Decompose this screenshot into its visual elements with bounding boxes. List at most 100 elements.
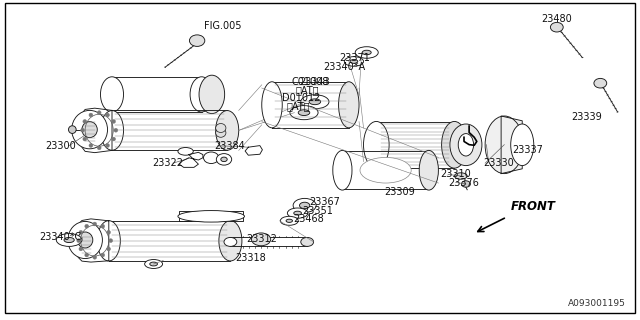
- Ellipse shape: [364, 122, 389, 168]
- Polygon shape: [501, 116, 522, 173]
- Ellipse shape: [68, 126, 76, 133]
- Ellipse shape: [83, 120, 86, 124]
- Ellipse shape: [362, 50, 371, 55]
- Ellipse shape: [56, 234, 82, 246]
- Text: A093001195: A093001195: [568, 299, 626, 308]
- Ellipse shape: [150, 262, 157, 266]
- Ellipse shape: [93, 222, 97, 226]
- Ellipse shape: [355, 47, 378, 58]
- Ellipse shape: [89, 144, 93, 148]
- Ellipse shape: [594, 78, 607, 88]
- Ellipse shape: [262, 82, 282, 128]
- Ellipse shape: [350, 60, 358, 63]
- Ellipse shape: [178, 211, 244, 222]
- Ellipse shape: [145, 260, 163, 268]
- Ellipse shape: [286, 219, 292, 222]
- Ellipse shape: [450, 124, 482, 166]
- Text: 23318: 23318: [236, 252, 266, 263]
- Text: 23480: 23480: [541, 14, 572, 24]
- Ellipse shape: [101, 253, 105, 257]
- Ellipse shape: [97, 221, 120, 261]
- Text: 23300: 23300: [45, 140, 76, 151]
- Ellipse shape: [309, 99, 321, 105]
- Ellipse shape: [333, 150, 352, 190]
- Ellipse shape: [68, 221, 102, 259]
- Ellipse shape: [216, 128, 226, 137]
- Ellipse shape: [72, 110, 108, 149]
- Ellipse shape: [204, 152, 219, 164]
- Ellipse shape: [79, 247, 83, 251]
- Ellipse shape: [442, 122, 467, 168]
- Polygon shape: [376, 122, 454, 168]
- Ellipse shape: [550, 22, 563, 32]
- Text: 23309: 23309: [384, 187, 415, 197]
- Ellipse shape: [106, 113, 109, 117]
- Polygon shape: [112, 110, 227, 150]
- Ellipse shape: [454, 173, 467, 179]
- Text: 23371: 23371: [339, 52, 370, 63]
- Ellipse shape: [461, 181, 470, 187]
- Ellipse shape: [301, 95, 329, 109]
- Ellipse shape: [252, 233, 271, 246]
- Ellipse shape: [216, 111, 239, 150]
- Ellipse shape: [89, 113, 93, 117]
- Ellipse shape: [294, 211, 301, 215]
- Ellipse shape: [100, 77, 124, 112]
- Ellipse shape: [298, 110, 310, 116]
- Ellipse shape: [511, 124, 534, 166]
- Ellipse shape: [112, 120, 116, 124]
- Text: 〈AT〉: 〈AT〉: [286, 101, 310, 111]
- Text: 23330: 23330: [483, 158, 514, 168]
- Ellipse shape: [107, 247, 111, 251]
- Ellipse shape: [64, 237, 74, 243]
- Ellipse shape: [224, 237, 237, 246]
- Text: C01008: C01008: [291, 76, 328, 87]
- Ellipse shape: [300, 202, 310, 209]
- Polygon shape: [272, 82, 349, 128]
- Text: 23312: 23312: [246, 234, 277, 244]
- Ellipse shape: [84, 224, 88, 228]
- Ellipse shape: [114, 128, 118, 132]
- Ellipse shape: [106, 144, 109, 148]
- Ellipse shape: [287, 208, 308, 218]
- Text: 23310: 23310: [440, 169, 471, 180]
- Ellipse shape: [81, 128, 84, 132]
- Ellipse shape: [360, 157, 412, 183]
- Polygon shape: [179, 211, 243, 221]
- Text: 23367: 23367: [309, 197, 340, 207]
- Ellipse shape: [221, 157, 227, 162]
- Polygon shape: [82, 108, 112, 153]
- Ellipse shape: [77, 232, 93, 248]
- Ellipse shape: [82, 122, 97, 138]
- Polygon shape: [109, 221, 230, 261]
- Ellipse shape: [79, 230, 83, 234]
- Ellipse shape: [216, 124, 226, 132]
- Ellipse shape: [293, 198, 316, 212]
- Text: D01012: D01012: [282, 93, 320, 103]
- Text: 23340*C: 23340*C: [40, 232, 82, 242]
- Ellipse shape: [458, 134, 474, 156]
- Polygon shape: [112, 77, 202, 112]
- Ellipse shape: [97, 146, 101, 150]
- Ellipse shape: [290, 106, 318, 120]
- Text: 〈AT〉: 〈AT〉: [296, 85, 319, 95]
- Ellipse shape: [485, 116, 524, 173]
- Ellipse shape: [112, 137, 116, 141]
- Text: 23337: 23337: [512, 145, 543, 156]
- Ellipse shape: [419, 150, 438, 190]
- Text: FIG.005: FIG.005: [204, 20, 241, 31]
- Ellipse shape: [219, 221, 242, 261]
- Text: 23343: 23343: [300, 76, 330, 87]
- Ellipse shape: [190, 77, 213, 112]
- Polygon shape: [342, 151, 429, 189]
- Ellipse shape: [97, 111, 101, 115]
- Text: 23351: 23351: [303, 205, 333, 216]
- Ellipse shape: [189, 35, 205, 46]
- Ellipse shape: [101, 224, 105, 228]
- Ellipse shape: [84, 253, 88, 257]
- Ellipse shape: [77, 239, 81, 243]
- Text: 23468: 23468: [293, 214, 324, 224]
- Text: FRONT: FRONT: [511, 200, 556, 213]
- Text: 23340*A: 23340*A: [323, 62, 365, 72]
- Ellipse shape: [301, 237, 314, 246]
